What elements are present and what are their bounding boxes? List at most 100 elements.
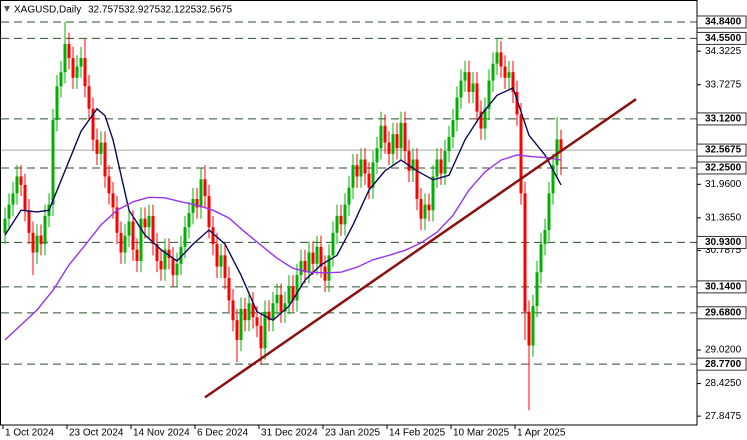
level-box xyxy=(696,15,747,29)
candle-body xyxy=(559,139,563,151)
candle-body xyxy=(255,317,259,326)
candle-body xyxy=(427,204,431,211)
candle-body xyxy=(479,111,483,129)
candle-body xyxy=(535,272,539,307)
candle-body xyxy=(135,249,139,261)
x-tick-label: 14 Nov 2024 xyxy=(133,428,190,439)
candle-body xyxy=(231,300,235,321)
y-tick-label: 30.7875 xyxy=(705,245,742,256)
candle-body xyxy=(439,159,443,174)
candle-body xyxy=(179,246,183,264)
collapse-icon[interactable] xyxy=(4,6,10,12)
candle-body xyxy=(19,176,23,185)
level-label: 30.9300 xyxy=(705,237,742,248)
candle-body xyxy=(419,198,423,219)
candle-body xyxy=(367,173,371,188)
candle-body xyxy=(391,134,395,154)
candle-body xyxy=(119,232,123,253)
candle-body xyxy=(507,72,511,78)
candle-body xyxy=(259,325,263,349)
candle-body xyxy=(531,306,535,346)
candle-body xyxy=(299,260,303,276)
level-label: 30.1400 xyxy=(705,282,742,293)
candle-body xyxy=(335,215,339,233)
candle-body xyxy=(267,311,271,321)
candle-body xyxy=(459,80,463,98)
candle-body xyxy=(371,162,375,188)
candle-body xyxy=(263,311,267,349)
candle-body xyxy=(199,179,203,208)
y-tick-label: 27.8475 xyxy=(705,411,742,422)
candle-body xyxy=(355,165,359,177)
candle-body xyxy=(519,114,523,194)
candle-body xyxy=(151,215,155,245)
candle-body xyxy=(359,159,363,177)
candle-body xyxy=(183,227,187,247)
candle-body xyxy=(483,108,487,129)
candle-body xyxy=(203,179,207,197)
candle-body xyxy=(107,176,111,194)
candle-body xyxy=(207,196,211,228)
candle-body xyxy=(223,255,227,278)
candle-body xyxy=(35,235,39,253)
y-tick-label: 31.3650 xyxy=(705,212,742,223)
level-box xyxy=(696,161,747,175)
candle-body xyxy=(63,43,67,73)
level-box xyxy=(696,306,747,320)
candle-body xyxy=(411,159,415,171)
candle-body xyxy=(283,303,287,312)
candle-body xyxy=(331,232,335,256)
candle-body xyxy=(383,125,387,143)
candle-body xyxy=(55,86,59,121)
candle-body xyxy=(31,232,35,253)
candle-body xyxy=(467,72,471,92)
moving-average xyxy=(4,154,562,341)
candle-body xyxy=(303,260,307,273)
candle-body xyxy=(175,263,179,276)
candle-body xyxy=(99,142,103,154)
y-tick-label: 29.0200 xyxy=(705,345,742,356)
candle-body xyxy=(351,165,355,188)
candle-body xyxy=(79,58,83,67)
candle-body xyxy=(7,204,11,219)
candle-body xyxy=(307,252,311,273)
last-price-label: 32.5675 xyxy=(705,145,742,156)
x-tick-label: 31 Dec 2024 xyxy=(261,428,318,439)
candle-body xyxy=(343,204,347,225)
x-tick-label: 10 Mar 2025 xyxy=(453,428,510,439)
x-tick-label: 6 Dec 2024 xyxy=(197,428,249,439)
candle-body xyxy=(547,193,551,230)
candle-body xyxy=(43,215,47,245)
candle-body xyxy=(431,176,435,211)
candle-body xyxy=(435,159,439,177)
level-box xyxy=(696,280,747,294)
symbol-title: XAGUSD,Daily xyxy=(14,5,81,16)
candle-body xyxy=(491,63,495,81)
candle-body xyxy=(415,159,419,199)
candle-body xyxy=(239,308,243,340)
candle-body xyxy=(503,66,507,78)
candle-body xyxy=(171,258,175,276)
candle-body xyxy=(51,120,55,205)
x-tick-label: 14 Feb 2025 xyxy=(389,428,446,439)
y-tick-label: 33.7275 xyxy=(705,79,742,90)
x-tick-label: 1 Apr 2025 xyxy=(517,428,566,439)
candle-body xyxy=(387,142,391,154)
x-tick-label: 23 Oct 2024 xyxy=(69,428,124,439)
candle-body xyxy=(187,213,191,228)
ohlc-open: 32.7575 xyxy=(88,5,125,16)
candle-body xyxy=(215,244,219,267)
candle-body xyxy=(487,80,491,109)
candle-body xyxy=(59,72,63,87)
x-tick-label: 1 Oct 2024 xyxy=(5,428,54,439)
candle-body xyxy=(163,249,167,270)
candle-body xyxy=(167,249,171,259)
candle-body xyxy=(423,204,427,219)
candle-body xyxy=(279,294,283,312)
x-tick-label: 23 Jan 2025 xyxy=(325,428,380,439)
candle-body xyxy=(543,229,547,245)
level-label: 34.8400 xyxy=(705,17,742,28)
candle-body xyxy=(127,221,131,236)
candle-body xyxy=(87,86,91,109)
